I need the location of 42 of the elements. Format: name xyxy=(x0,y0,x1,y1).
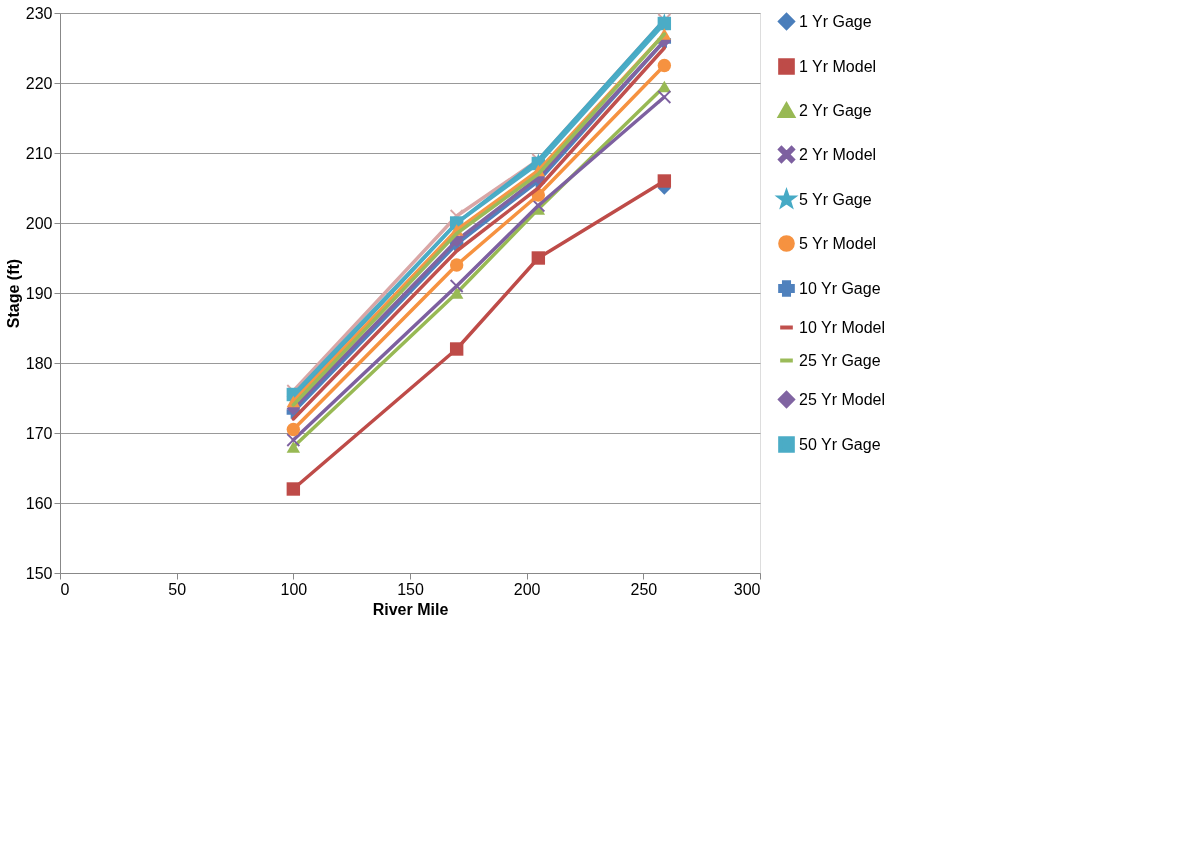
point xyxy=(657,90,672,104)
x-tick-label: 100 xyxy=(280,580,308,598)
legend-label: 1 Yr Gage xyxy=(799,12,872,30)
point xyxy=(657,174,672,188)
x-tick-label: 0 xyxy=(60,580,70,598)
y-tick-label: 220 xyxy=(25,74,53,92)
y-tick-label: 170 xyxy=(25,424,53,442)
y-axis-title: Stage (ft) xyxy=(4,258,22,329)
y-tick-label: 210 xyxy=(25,144,53,162)
y-tick-label: 190 xyxy=(25,284,53,302)
point xyxy=(286,482,301,496)
legend-label: 5 Yr Gage xyxy=(799,190,872,208)
x-tick-label: 300 xyxy=(733,580,761,598)
legend-label: 1 Yr Model xyxy=(799,57,877,75)
legend-label: 5 Yr Model xyxy=(799,234,877,252)
point xyxy=(286,441,301,453)
y-tick-label: 230 xyxy=(25,4,53,22)
y-tick-label: 150 xyxy=(25,564,53,582)
x-tick-label: 50 xyxy=(168,580,187,598)
point xyxy=(531,251,546,265)
y-tick-label: 160 xyxy=(25,494,53,512)
point xyxy=(449,287,464,299)
y-tick-label: 200 xyxy=(25,214,53,232)
legend-label: 10 Yr Gage xyxy=(799,279,881,297)
point xyxy=(286,433,301,447)
x-tick-label: 150 xyxy=(397,580,424,598)
point xyxy=(286,422,301,437)
point xyxy=(449,342,464,356)
x-axis-title: River Mile xyxy=(372,600,449,618)
legend-label: 2 Yr Model xyxy=(799,145,877,163)
x-tick-label: 250 xyxy=(630,580,658,598)
y-tick-label: 180 xyxy=(25,354,53,372)
point xyxy=(657,58,672,73)
legend-label: 25 Yr Model xyxy=(799,390,885,408)
point xyxy=(531,198,546,213)
legend-label: 10 Yr Model xyxy=(799,318,885,336)
point xyxy=(449,258,464,272)
legend-label: 2 Yr Gage xyxy=(799,101,872,119)
point xyxy=(657,16,672,31)
legend-label: 50 Yr Gage xyxy=(799,435,881,453)
legend-label: 25 Yr Gage xyxy=(799,351,881,369)
x-tick-label: 200 xyxy=(513,580,541,598)
